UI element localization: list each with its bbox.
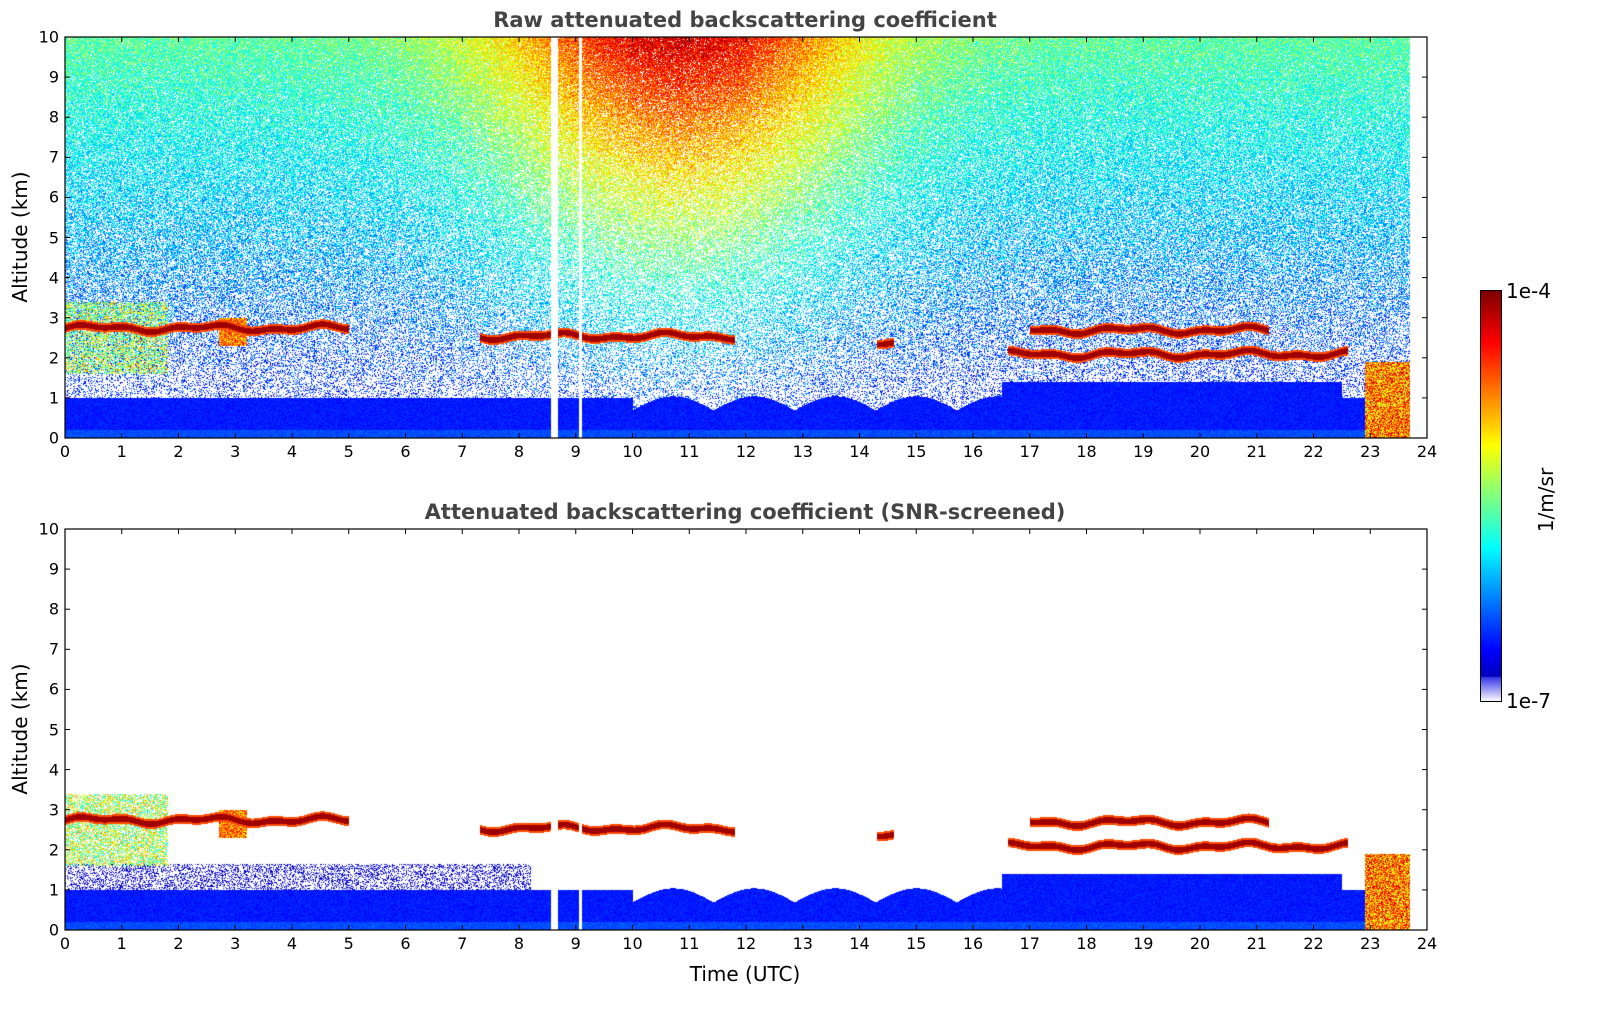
- x-tick-label: 24: [1416, 934, 1438, 953]
- y-tick-label: 2: [48, 840, 59, 860]
- x-tick-label: 6: [400, 934, 411, 953]
- x-tick-label: 11: [679, 442, 700, 461]
- x-tick-label: 4: [286, 934, 298, 953]
- x-tick-label: 12: [735, 934, 757, 953]
- x-tick-label: 24: [1416, 442, 1438, 461]
- x-tick-label: 8: [513, 442, 525, 461]
- y-tick-label: 9: [48, 559, 59, 579]
- x-tick-label: 15: [906, 934, 927, 953]
- y-tick-label: 0: [48, 920, 59, 940]
- x-tick-label: 23: [1360, 442, 1381, 461]
- x-tick-label: 18: [1076, 442, 1097, 461]
- y-tick-label: 10: [38, 519, 59, 539]
- x-tick-label: 8: [513, 934, 525, 953]
- x-tick-label: 22: [1303, 442, 1324, 461]
- bottom-panel-title: Attenuated backscattering coefficient (S…: [424, 500, 1066, 524]
- y-tick-label: 9: [48, 67, 59, 87]
- x-tick-label: 17: [1019, 442, 1040, 461]
- top-panel-title: Raw attenuated backscattering coefficien…: [493, 8, 997, 32]
- x-tick-label: 14: [849, 442, 870, 461]
- x-tick-label: 1: [116, 934, 127, 953]
- bottom-panel-heatmap: [65, 529, 1427, 930]
- y-tick-label: 3: [48, 308, 59, 328]
- top-panel-heatmap: [65, 37, 1427, 438]
- y-tick-label: 1: [48, 388, 59, 408]
- y-tick-label: 0: [48, 428, 59, 448]
- x-tick-label: 3: [230, 934, 241, 953]
- y-tick-label: 8: [48, 599, 59, 619]
- x-tick-label: 21: [1246, 934, 1267, 953]
- x-tick-label: 2: [173, 934, 184, 953]
- x-tick-label: 0: [59, 442, 71, 461]
- x-tick-label: 13: [792, 934, 813, 953]
- x-tick-label: 10: [622, 442, 643, 461]
- x-tick-label: 14: [849, 934, 870, 953]
- y-tick-label: 2: [48, 348, 59, 368]
- x-tick-label: 17: [1019, 934, 1040, 953]
- y-tick-label: 7: [48, 147, 59, 167]
- y-tick-label: 5: [48, 228, 59, 247]
- x-tick-label: 23: [1360, 934, 1381, 953]
- x-tick-label: 12: [735, 442, 757, 461]
- y-tick-label: 7: [48, 639, 59, 659]
- x-tick-label: 11: [679, 934, 700, 953]
- colorbar: [1480, 290, 1502, 702]
- x-tick-label: 18: [1076, 934, 1097, 953]
- x-tick-label: 19: [1133, 934, 1154, 953]
- y-tick-label: 10: [38, 27, 59, 47]
- x-tick-label: 0: [59, 934, 71, 953]
- x-tick-label: 16: [962, 442, 984, 461]
- top-panel-ylabel: Altitude (km): [8, 171, 32, 303]
- x-tick-label: 9: [570, 442, 581, 461]
- y-tick-label: 3: [48, 800, 59, 820]
- x-tick-label: 19: [1133, 442, 1154, 461]
- x-tick-label: 1: [116, 442, 127, 461]
- x-tick-label: 13: [792, 442, 813, 461]
- x-tick-label: 15: [906, 442, 927, 461]
- y-tick-label: 1: [48, 880, 59, 900]
- x-tick-label: 7: [457, 442, 468, 461]
- x-tick-label: 21: [1246, 442, 1267, 461]
- x-tick-label: 9: [570, 934, 581, 953]
- x-tick-label: 20: [1189, 442, 1211, 461]
- x-tick-label: 4: [286, 442, 298, 461]
- colorbar-max-label: 1e-4: [1506, 279, 1551, 303]
- x-tick-label: 5: [343, 934, 354, 953]
- bottom-panel-ylabel: Altitude (km): [8, 663, 32, 795]
- x-tick-label: 7: [457, 934, 468, 953]
- y-tick-label: 6: [48, 187, 59, 207]
- y-tick-label: 4: [48, 760, 59, 780]
- x-tick-label: 5: [343, 442, 354, 461]
- y-tick-label: 4: [48, 268, 59, 288]
- y-tick-label: 8: [48, 107, 59, 127]
- x-axis-label: Time (UTC): [689, 962, 801, 986]
- y-tick-label: 6: [48, 679, 59, 699]
- x-tick-label: 6: [400, 442, 411, 461]
- x-tick-label: 3: [230, 442, 241, 461]
- colorbar-label: 1/m/sr: [1534, 467, 1558, 533]
- x-tick-label: 16: [962, 934, 984, 953]
- x-tick-label: 2: [173, 442, 184, 461]
- x-tick-label: 10: [622, 934, 643, 953]
- x-tick-label: 22: [1303, 934, 1324, 953]
- y-tick-label: 5: [48, 720, 59, 739]
- colorbar-min-label: 1e-7: [1506, 689, 1551, 713]
- x-tick-label: 20: [1189, 934, 1211, 953]
